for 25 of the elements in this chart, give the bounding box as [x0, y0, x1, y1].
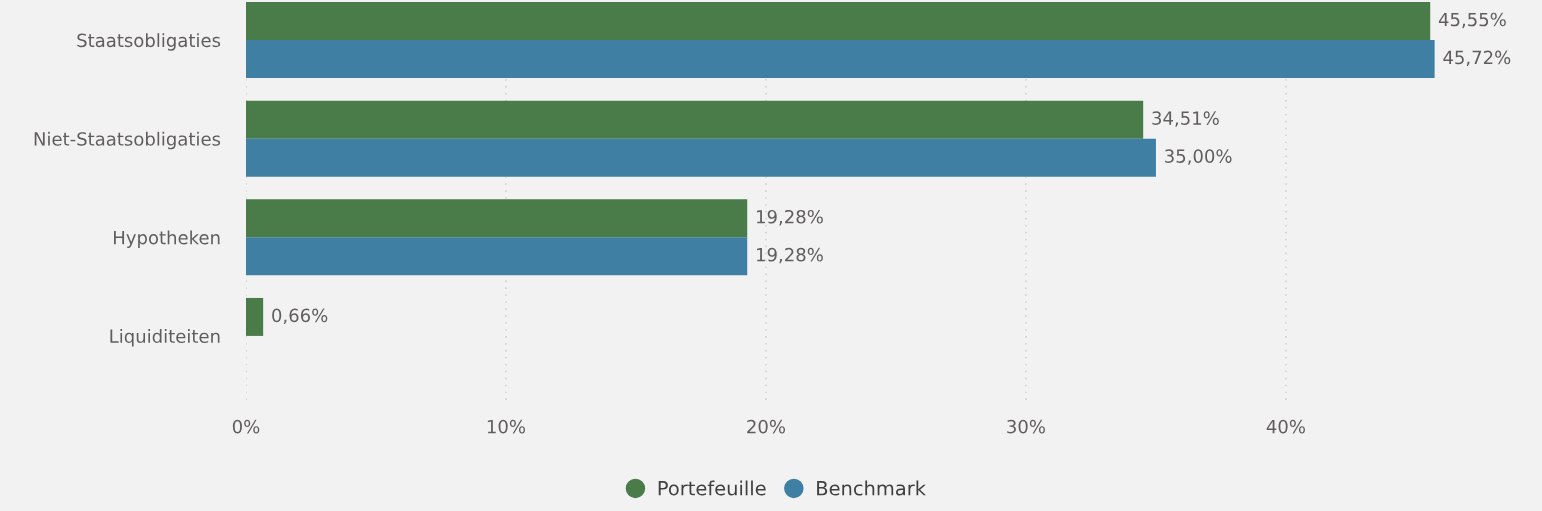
- bar: [246, 100, 1144, 139]
- y-tick-label: Niet-Staatsobligaties: [34, 131, 221, 150]
- data-label: 34,51%: [1152, 111, 1219, 127]
- y-tick-label: Staatsobligaties: [77, 33, 221, 51]
- data-label: 19,28%: [757, 247, 823, 264]
- y-tick-label: Hypotheken: [114, 230, 220, 248]
- x-tick-label: 30%: [1007, 419, 1046, 434]
- y-tick-label: Liquiditeiten: [110, 329, 220, 347]
- legend-label: Portefeuille: [658, 480, 766, 496]
- x-tick-label: 20%: [747, 419, 786, 434]
- x-tick-label: 40%: [1266, 419, 1305, 434]
- bar: [246, 2, 1431, 41]
- bar: [246, 199, 748, 238]
- x-tick-label: 0%: [232, 419, 260, 434]
- data-label: 45,55%: [1438, 12, 1506, 29]
- data-label: 45,72%: [1443, 50, 1511, 67]
- legend-label: Benchmark: [817, 480, 926, 496]
- bar: [246, 40, 1435, 79]
- data-label: 0,66%: [272, 308, 328, 325]
- bar: [246, 237, 748, 276]
- data-label: 35,00%: [1165, 149, 1232, 165]
- data-label: 19,28%: [757, 209, 823, 226]
- x-tick-label: 10%: [487, 419, 526, 434]
- bar: [246, 138, 1156, 177]
- bar: [246, 297, 264, 336]
